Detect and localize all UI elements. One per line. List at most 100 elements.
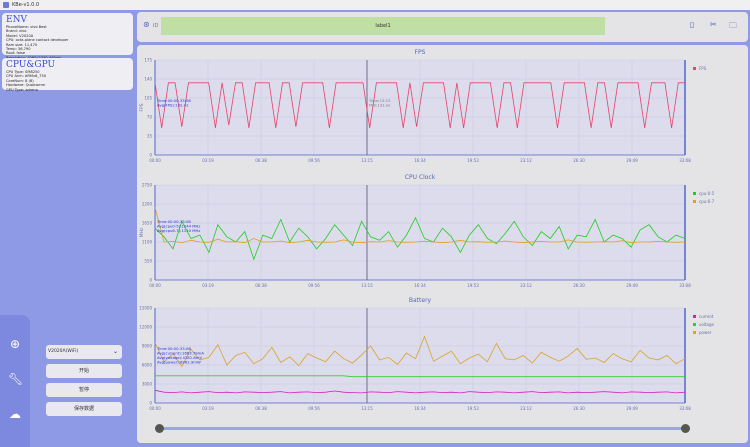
wrench-icon[interactable]: 🔧︎ [8,372,24,386]
x-tick-label: 09:56 [308,406,320,411]
env-info-line: Root: false [6,51,26,56]
x-tick-label: 29:49 [626,283,638,288]
cpugpu-info-line: Hardware: Qualcomm [6,83,46,88]
cpugpu-title: CPU&GPU [6,60,56,70]
y-tick-label: 105 [144,96,152,101]
x-tick-label: 33:08 [679,158,691,163]
cpugpu-info-line: CPU Type: SM8250 [6,70,40,74]
legend-label: voltage [699,322,714,327]
x-tick-label: 00:00 [149,158,161,163]
annotation-text: Avg(current):1663.79mA [157,351,204,356]
chart-title: Battery [409,297,432,304]
x-tick-label: 03:19 [202,158,214,163]
y-tick-label: 2200 [142,202,153,207]
annotation-text: Time:00:00-33:08 [156,346,191,351]
slider-end-handle[interactable] [681,424,690,433]
annotation-text: Avg(power):6961.9mW [157,360,201,365]
y-tick-label: 12000 [139,325,152,330]
y-tick-label: 1650 [142,221,153,226]
save-data-button[interactable]: 保存数据 [46,402,122,416]
series-line-FPS [154,82,685,128]
y-tick-label: 0 [149,401,152,406]
x-tick-label: 06:38 [255,158,267,163]
y-tick-label: 15000 [139,306,152,311]
chart-2: Battery 0 3000 6000 9000 12000 15000 00:00 03:19… [139,297,714,411]
y-tick-label: 550 [144,259,152,264]
x-tick-label: 16:34 [414,283,426,288]
x-tick-label: 06:38 [255,283,267,288]
x-tick-label: 26:30 [573,283,585,288]
series-line-cpu:0-5 [154,216,686,261]
x-tick-label: 16:34 [414,158,426,163]
y-tick-label: 0 [149,278,152,283]
x-tick-label: 26:30 [573,158,585,163]
id-label: ID [153,23,159,29]
main-panel: FPS 0 35 70 105 140 175 00:00 03:19 06:38 09:56 13:… [137,45,748,443]
annotation-text: Avg(cpu6-7):1110 MHz [157,228,200,233]
cpugpu-info-line: CPU Arch: ARMv8_750 [6,74,47,79]
x-tick-label: 19:53 [467,406,479,411]
x-tick-label: 23:12 [520,406,532,411]
legend-marker [693,67,696,70]
legend-marker [693,315,696,318]
pause-button[interactable]: 暂停 [46,383,122,397]
label1-field: label1 [161,17,605,35]
cpugpu-card: CPU&GPU CPU Type: SM8250 CPU Arch: ARMv8_… [2,58,133,92]
device-select-value: V2020A(WiFi) [48,349,79,354]
device-select[interactable]: V2020A(WiFi) ⌄ [46,345,122,359]
cpugpu-info-line: CoreNum: 8 (8) [6,78,34,83]
y-axis-label: MHz [139,227,145,237]
x-tick-label: 29:49 [626,406,638,411]
x-tick-label: 13:15 [361,406,373,411]
legend-label: current [699,314,714,319]
annotation-text: Avg(FPS):132.41 [157,103,189,108]
plus-circle-icon[interactable]: ⊕ [9,337,21,351]
env-info-line: Resolution: 1080x2340 440dpi [6,56,129,60]
cursor-readout: FPS:131.xx [369,103,391,108]
x-tick-label: 13:15 [361,158,373,163]
series-line-cpu:6-7 [154,207,686,244]
env-info-line: CPU: octa-plane contact developer [6,38,69,43]
bookmark-icon[interactable]: ▯ [690,20,695,29]
legend-label: FPS [699,66,707,71]
x-tick-label: 19:53 [467,283,479,288]
x-tick-label: 13:15 [361,283,373,288]
slider-start-handle[interactable] [155,424,164,433]
x-tick-label: 16:34 [414,406,426,411]
x-tick-label: 19:53 [467,158,479,163]
x-tick-label: 29:49 [626,158,638,163]
x-tick-label: 00:00 [149,283,161,288]
annotation-text: Avg(voltage):4181.8mV [157,355,202,360]
charts-area: FPS 0 35 70 105 140 175 00:00 03:19 06:38 09:56 13:… [139,49,715,411]
env-info-line: Temp: 36,790 [6,47,31,52]
x-tick-label: 00:00 [149,406,161,411]
chart-title: CPU Clock [405,174,436,181]
start-button[interactable]: 开始 [46,364,122,378]
cloud-upload-icon[interactable]: ☁ [9,407,21,421]
app-icon[interactable]: ⊛ [143,20,150,29]
chevron-down-icon: ⌄ [112,348,118,355]
x-tick-label: 09:56 [308,158,320,163]
legend-label: cpu:0-5 [699,191,715,196]
folder-icon[interactable]: 🗀︎ [729,21,737,30]
y-tick-label: 1100 [142,240,153,245]
x-tick-label: 06:38 [255,406,267,411]
env-info-line: PhoneName: vivo Best [6,25,47,29]
y-tick-label: 140 [144,77,152,82]
x-tick-label: 33:08 [679,406,691,411]
chart-1: CPU Clock 0 550 1100 1650 2200 2750 00:00 03:19 0… [139,174,715,288]
cut-icon[interactable]: ✂ [710,20,717,29]
env-title: ENV [6,15,27,25]
y-tick-label: 2750 [142,183,153,188]
time-range-slider[interactable] [155,424,690,433]
env-info-line: Ram size: 11,470 [6,42,38,47]
cursor-readout: Time:13:15 [368,98,391,103]
x-tick-label: 23:12 [520,283,532,288]
x-tick-label: 09:56 [308,283,320,288]
legend-marker [693,331,696,334]
env-info-line: Brand: vivo [6,29,27,34]
legend-marker [693,200,696,203]
y-tick-label: 35 [147,134,153,139]
env-info-line: Model: V2020A [6,33,34,38]
x-tick-label: 03:19 [202,406,214,411]
